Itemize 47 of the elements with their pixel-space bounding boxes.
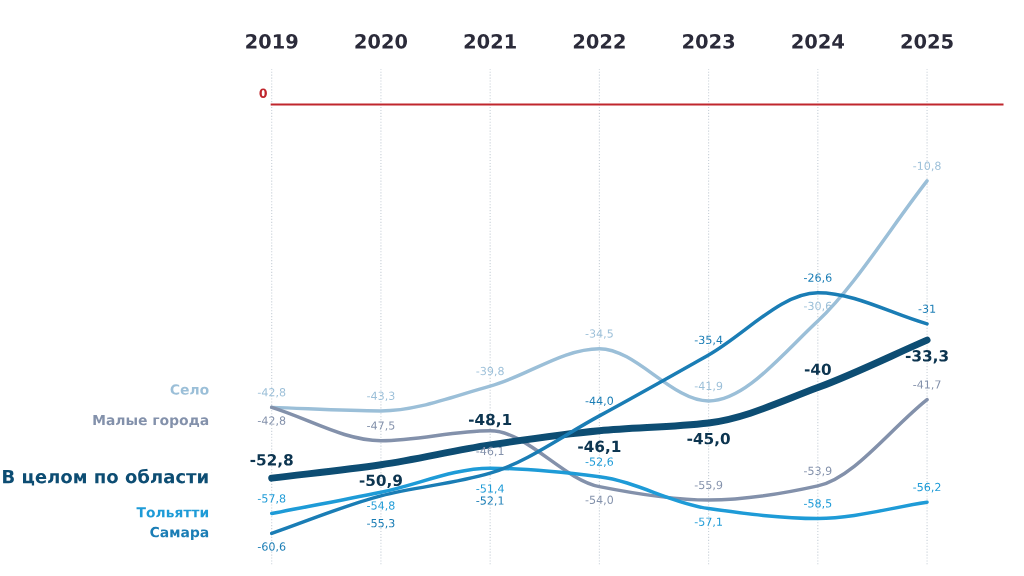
data-label: -51,4 xyxy=(476,484,504,494)
data-label: -48,1 xyxy=(468,413,512,428)
data-label: -60,6 xyxy=(257,542,286,552)
data-label: -41,7 xyxy=(913,380,941,390)
x-tick-label: 2022 xyxy=(573,33,625,49)
data-label: -46,1 xyxy=(476,446,504,457)
data-label: -10,8 xyxy=(913,161,941,172)
ref-line-label: 0 xyxy=(259,88,267,98)
x-tick-label: 2019 xyxy=(246,33,298,49)
data-label: -56,2 xyxy=(913,482,941,493)
x-tick-label: 2021 xyxy=(464,33,516,49)
data-label: -41,9 xyxy=(694,381,723,392)
data-label: -47,5 xyxy=(367,421,395,431)
data-label: -54,0 xyxy=(585,495,614,506)
text: Самара xyxy=(150,526,209,541)
data-label: -52,1 xyxy=(476,496,504,506)
data-label: -52,6 xyxy=(585,457,614,467)
data-label: -31 xyxy=(918,304,936,313)
data-label: -50,9 xyxy=(359,474,402,489)
data-label: -26,6 xyxy=(804,273,832,283)
data-label: -44,0 xyxy=(585,396,614,407)
text: В целом по области xyxy=(3,468,208,486)
x-tick-label: 2020 xyxy=(355,33,408,49)
data-label: -54,8 xyxy=(367,501,395,511)
text: Село xyxy=(170,384,209,395)
data-label: -42,8 xyxy=(257,388,286,398)
data-label: -35,4 xyxy=(694,335,723,346)
data-label: -55,9 xyxy=(694,480,723,491)
data-label: -34,5 xyxy=(585,329,613,339)
data-label: -58,5 xyxy=(804,499,832,509)
data-label: -57,1 xyxy=(694,517,722,528)
data-label: -55,3 xyxy=(367,518,395,529)
data-label: -39,8 xyxy=(476,366,504,377)
x-tick-label: 2024 xyxy=(792,33,844,49)
data-label: -53,9 xyxy=(804,466,832,477)
data-label: -57,8 xyxy=(257,494,286,504)
data-label: -52,8 xyxy=(250,454,293,468)
x-tick-label: 2025 xyxy=(901,33,953,49)
data-label: -46,1 xyxy=(578,440,621,455)
text: Тольятти xyxy=(136,507,209,518)
data-label: -40 xyxy=(804,363,831,376)
text: Малые города xyxy=(93,414,209,428)
x-tick-label: 2023 xyxy=(683,33,735,49)
data-label: -33,3 xyxy=(905,350,948,364)
data-label: -42,8 xyxy=(257,416,286,426)
data-label: -45,0 xyxy=(687,432,730,447)
data-label: -43,3 xyxy=(367,391,395,402)
